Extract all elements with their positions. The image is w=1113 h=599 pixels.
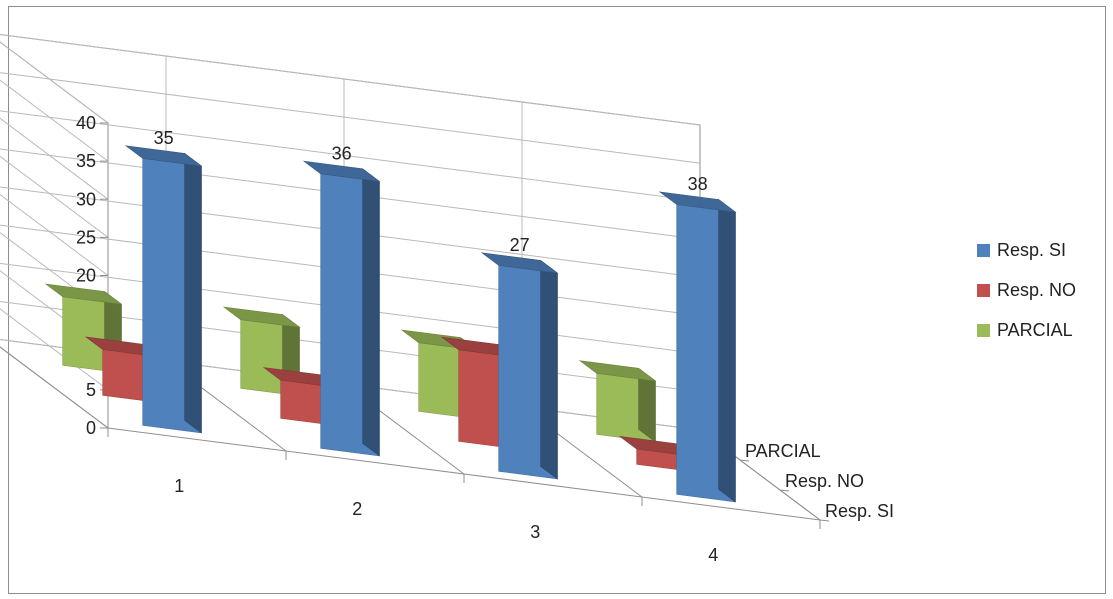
- x-tick-label: 1: [174, 476, 184, 496]
- bar: [578, 360, 657, 443]
- x-axis: 1 2 3 4: [107, 428, 821, 565]
- bar: [124, 145, 203, 434]
- bar: [480, 252, 559, 480]
- legend-swatch: [977, 244, 990, 257]
- y-tick-label: 35: [76, 151, 96, 171]
- y-tick-label: 20: [76, 266, 96, 286]
- data-label: 38: [688, 174, 708, 194]
- y-tick-label: 30: [76, 189, 96, 209]
- legend: Resp. SI Resp. NO PARCIAL: [977, 240, 1076, 340]
- depth-label: PARCIAL: [745, 441, 821, 461]
- data-label: 27: [510, 235, 530, 255]
- y-tick-label: 0: [86, 418, 96, 438]
- depth-tick-mark: [739, 459, 750, 462]
- y-tick-label: 5: [86, 380, 96, 400]
- depth-label: Resp. NO: [785, 471, 864, 491]
- gridline: [0, 186, 701, 278]
- gridline: [0, 148, 701, 240]
- x-tick-label: 2: [352, 499, 362, 519]
- legend-label: Resp. SI: [997, 240, 1066, 260]
- y-tick-label: 40: [76, 113, 96, 133]
- gridline: [0, 224, 701, 317]
- depth-tick-mark: [819, 519, 830, 522]
- legend-swatch: [977, 284, 990, 297]
- data-labels: 35 36 27 38: [154, 128, 708, 255]
- depth-label: Resp. SI: [825, 501, 894, 521]
- depth-axis: Resp. SI Resp. NO PARCIAL: [699, 429, 894, 522]
- data-label: 35: [154, 128, 174, 148]
- gridline: [0, 34, 701, 126]
- depth-tick-mark: [779, 489, 790, 492]
- legend-swatch: [977, 324, 990, 337]
- floor-line: [0, 346, 109, 429]
- legend-label: PARCIAL: [997, 320, 1073, 340]
- bar: [658, 191, 737, 503]
- y-tick-label: 25: [76, 227, 96, 247]
- x-tick-label: 4: [708, 545, 718, 565]
- bars: [44, 145, 737, 503]
- legend-label: Resp. NO: [997, 280, 1076, 300]
- gridline: [0, 110, 701, 202]
- bar: [302, 160, 381, 457]
- data-label: 36: [332, 143, 352, 163]
- x-tick-label: 3: [530, 522, 540, 542]
- gridline: [0, 72, 701, 164]
